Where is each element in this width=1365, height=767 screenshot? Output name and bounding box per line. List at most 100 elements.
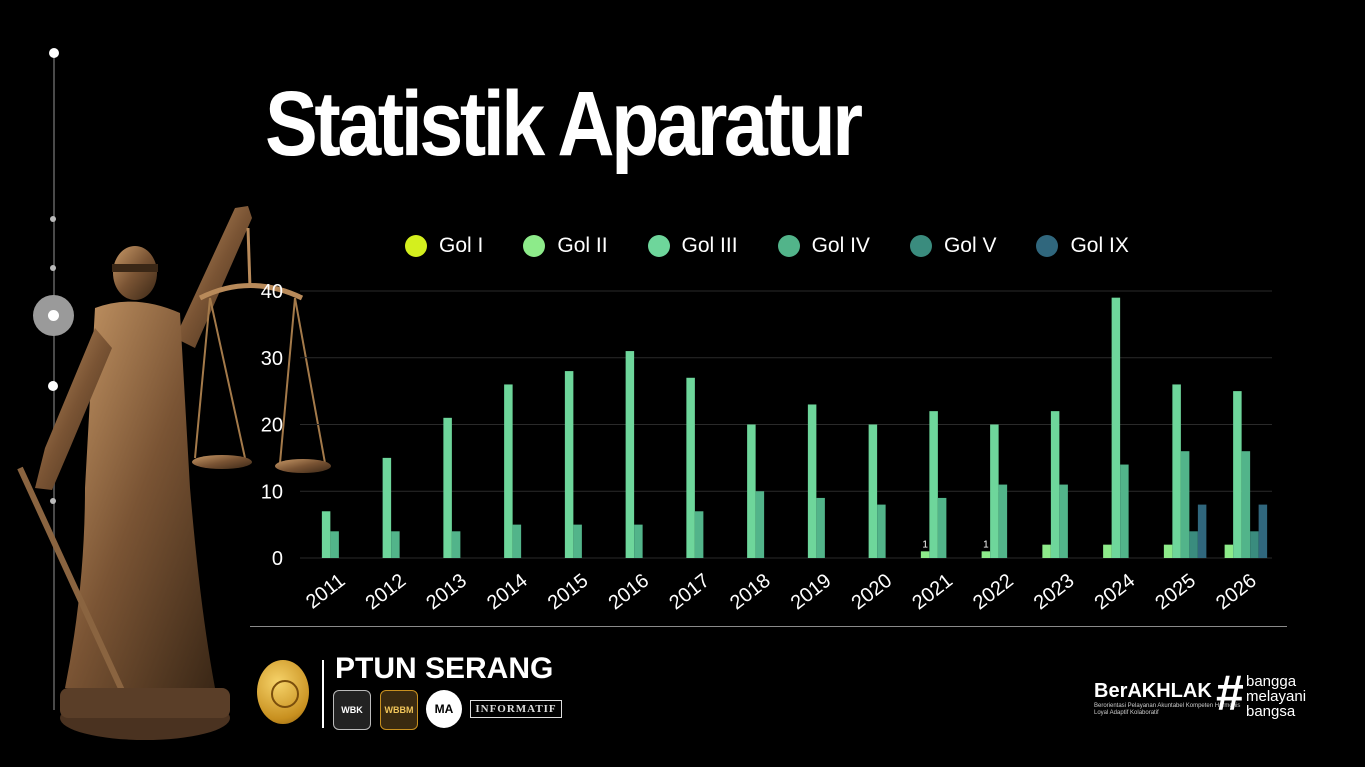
tagline-line: bangga — [1246, 673, 1297, 690]
bar — [1111, 297, 1121, 558]
footer-divider — [250, 626, 1287, 627]
bar — [807, 404, 817, 558]
x-tick-label: 2019 — [787, 570, 836, 615]
bar — [321, 511, 331, 558]
wbbm-badge: WBBM — [380, 690, 418, 730]
x-tick-label: 2020 — [848, 570, 897, 615]
bar — [920, 551, 930, 558]
bar — [686, 377, 695, 558]
x-tick-label: 2014 — [483, 570, 532, 615]
informatif-badge: INFORMATIF — [470, 690, 562, 728]
bar — [1258, 504, 1268, 558]
bar — [1059, 484, 1068, 558]
ma-badge: MA — [426, 690, 462, 728]
legend-item: Gol I — [405, 234, 483, 258]
bar — [694, 511, 704, 558]
x-tick-label: 2024 — [1091, 570, 1140, 615]
x-tick-label: 2017 — [665, 570, 714, 615]
bar — [1241, 451, 1251, 558]
y-tick-label: 10 — [261, 481, 283, 503]
legend-swatch — [777, 235, 800, 257]
tagline-line: bangsa — [1246, 703, 1296, 720]
legend-item: Gol IX — [1036, 234, 1129, 258]
bar — [382, 457, 392, 558]
bar — [330, 531, 339, 558]
bar — [1163, 544, 1173, 558]
x-tick-label: 2026 — [1212, 570, 1261, 615]
bar — [1172, 384, 1181, 558]
bar — [990, 424, 999, 558]
x-tick-label: 2021 — [908, 570, 957, 615]
legend-label: Gol IV — [811, 234, 870, 257]
bar — [443, 417, 452, 558]
bar — [747, 424, 756, 558]
berakhlak-subtitle: Berorientasi Pelayanan Akuntabel Kompete… — [1094, 703, 1241, 716]
x-tick-label: 2022 — [969, 570, 1018, 615]
x-tick-label: 2025 — [1151, 570, 1200, 615]
slide-nav-dot[interactable] — [50, 498, 56, 504]
x-tick-label: 2023 — [1030, 570, 1079, 615]
bar — [634, 524, 643, 558]
bar — [937, 497, 947, 558]
bar — [1042, 544, 1051, 558]
wbk-badge: WBK — [333, 690, 371, 730]
legend-swatch — [523, 235, 546, 257]
bar — [1120, 464, 1129, 558]
court-logo-image — [257, 660, 309, 724]
bar — [1050, 411, 1060, 558]
bar — [1197, 504, 1207, 558]
chart-legend: Gol I Gol II Gol III Gol IV Gol V Gol IX — [405, 234, 1169, 258]
bar — [998, 484, 1008, 558]
x-tick-label: 2011 — [302, 570, 349, 614]
legend-swatch — [647, 235, 670, 257]
bar — [451, 531, 461, 558]
legend-label: Gol IX — [1070, 234, 1129, 257]
berakhlak-logo-text: BerAKHLAK — [1094, 680, 1212, 702]
bar — [1250, 531, 1259, 558]
slide-nav-dot[interactable] — [50, 216, 56, 222]
legend-item: Gol IV — [777, 234, 870, 258]
slide-nav-dot[interactable] — [50, 265, 56, 271]
slide-nav-dot[interactable] — [48, 381, 58, 391]
bar — [1189, 531, 1198, 558]
y-tick-label: 20 — [261, 415, 283, 437]
y-tick-label: 0 — [272, 548, 283, 570]
bar — [564, 371, 574, 558]
bangga-melayani-bangsa-tagline: bangga melayani bangsa — [1246, 674, 1306, 719]
bar — [1224, 544, 1234, 558]
bar — [625, 351, 635, 558]
bar — [512, 524, 522, 558]
bar — [816, 497, 825, 558]
bar — [929, 411, 938, 558]
bar — [755, 491, 765, 558]
legend-label: Gol II — [557, 234, 608, 257]
x-tick-label: 2013 — [422, 570, 471, 615]
x-tick-label: 2012 — [362, 570, 411, 615]
legend-swatch — [909, 235, 932, 257]
org-name: PTUN SERANG — [335, 652, 554, 685]
bar — [504, 384, 513, 558]
page-title: Statistik Aparatur — [265, 73, 863, 175]
legend-item: Gol V — [909, 234, 997, 258]
tagline-line: melayani — [1246, 688, 1307, 705]
x-tick-label: 2015 — [544, 570, 593, 615]
hashtag-mark: # — [1216, 665, 1244, 721]
y-tick-label: 40 — [261, 281, 283, 303]
slide-nav-dot[interactable] — [49, 48, 59, 58]
bar — [573, 524, 582, 558]
informatif-label: INFORMATIF — [470, 700, 562, 718]
legend-swatch — [1036, 235, 1059, 257]
x-tick-label: 2016 — [605, 570, 654, 615]
legend-swatch — [405, 235, 427, 257]
bar — [877, 504, 886, 558]
bar — [1103, 544, 1112, 558]
slide-nav-dot — [48, 310, 59, 321]
x-tick-label: 2018 — [726, 570, 775, 615]
bar — [981, 551, 991, 558]
bar — [1180, 451, 1190, 558]
legend-label: Gol V — [943, 234, 997, 257]
data-label: 1 — [922, 539, 928, 550]
slide-nav-active[interactable] — [33, 295, 74, 336]
data-label: 1 — [983, 539, 989, 550]
